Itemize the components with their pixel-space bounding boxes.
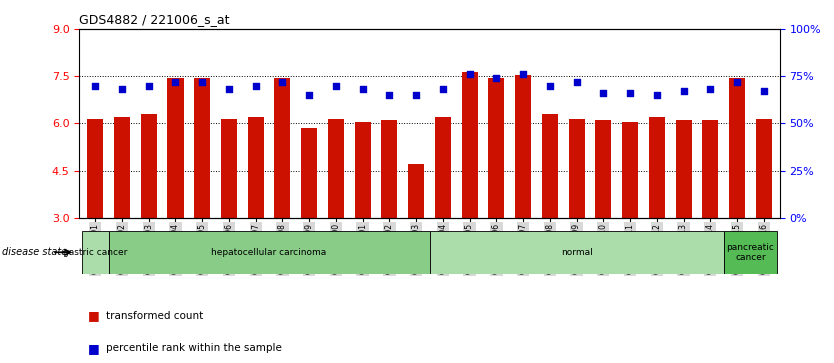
Bar	[168, 78, 183, 218]
Text: ■: ■	[88, 309, 99, 322]
Bar	[569, 119, 585, 218]
Point	[704, 86, 717, 92]
Point	[168, 79, 182, 85]
Bar	[301, 128, 317, 218]
Text: normal: normal	[560, 248, 592, 257]
Point	[223, 86, 236, 92]
Bar	[354, 122, 370, 218]
Point	[409, 92, 423, 98]
Bar	[676, 120, 691, 218]
Point	[623, 90, 636, 96]
Bar	[88, 119, 103, 218]
Bar	[724, 231, 777, 274]
Text: ■: ■	[88, 342, 99, 355]
Point	[757, 89, 771, 94]
Bar	[408, 164, 425, 218]
Bar	[595, 120, 611, 218]
Point	[142, 83, 155, 89]
Bar	[108, 231, 430, 274]
Point	[115, 86, 128, 92]
Bar	[248, 117, 264, 218]
Bar	[221, 119, 237, 218]
Bar	[489, 78, 505, 218]
Bar	[194, 78, 210, 218]
Bar	[461, 72, 478, 218]
Point	[516, 72, 530, 77]
Point	[651, 92, 664, 98]
Bar	[515, 75, 531, 218]
Point	[543, 83, 556, 89]
Point	[436, 86, 450, 92]
Point	[88, 83, 102, 89]
Text: transformed count: transformed count	[106, 311, 203, 321]
Bar	[702, 120, 718, 218]
Text: GDS4882 / 221006_s_at: GDS4882 / 221006_s_at	[79, 13, 229, 26]
Bar	[622, 122, 638, 218]
Bar	[756, 119, 771, 218]
Bar	[141, 114, 157, 218]
Text: disease state: disease state	[2, 247, 67, 257]
Bar	[274, 78, 290, 218]
Text: hepatocellular carcinoma: hepatocellular carcinoma	[212, 248, 327, 257]
Point	[677, 89, 691, 94]
Point	[276, 79, 289, 85]
Point	[570, 79, 583, 85]
Point	[356, 86, 369, 92]
Bar	[381, 120, 398, 218]
Point	[329, 83, 343, 89]
Point	[490, 75, 503, 81]
Bar	[328, 119, 344, 218]
Bar	[729, 78, 745, 218]
Point	[731, 79, 744, 85]
Text: gastric cancer: gastric cancer	[63, 248, 128, 257]
Point	[383, 92, 396, 98]
Bar	[82, 231, 108, 274]
Point	[249, 83, 263, 89]
Bar	[430, 231, 724, 274]
Text: pancreatic
cancer: pancreatic cancer	[726, 242, 774, 262]
Text: percentile rank within the sample: percentile rank within the sample	[106, 343, 282, 354]
Bar	[649, 117, 665, 218]
Point	[303, 92, 316, 98]
Point	[463, 72, 476, 77]
Point	[195, 79, 208, 85]
Bar	[435, 117, 451, 218]
Bar	[542, 114, 558, 218]
Point	[596, 90, 610, 96]
Bar	[114, 117, 130, 218]
